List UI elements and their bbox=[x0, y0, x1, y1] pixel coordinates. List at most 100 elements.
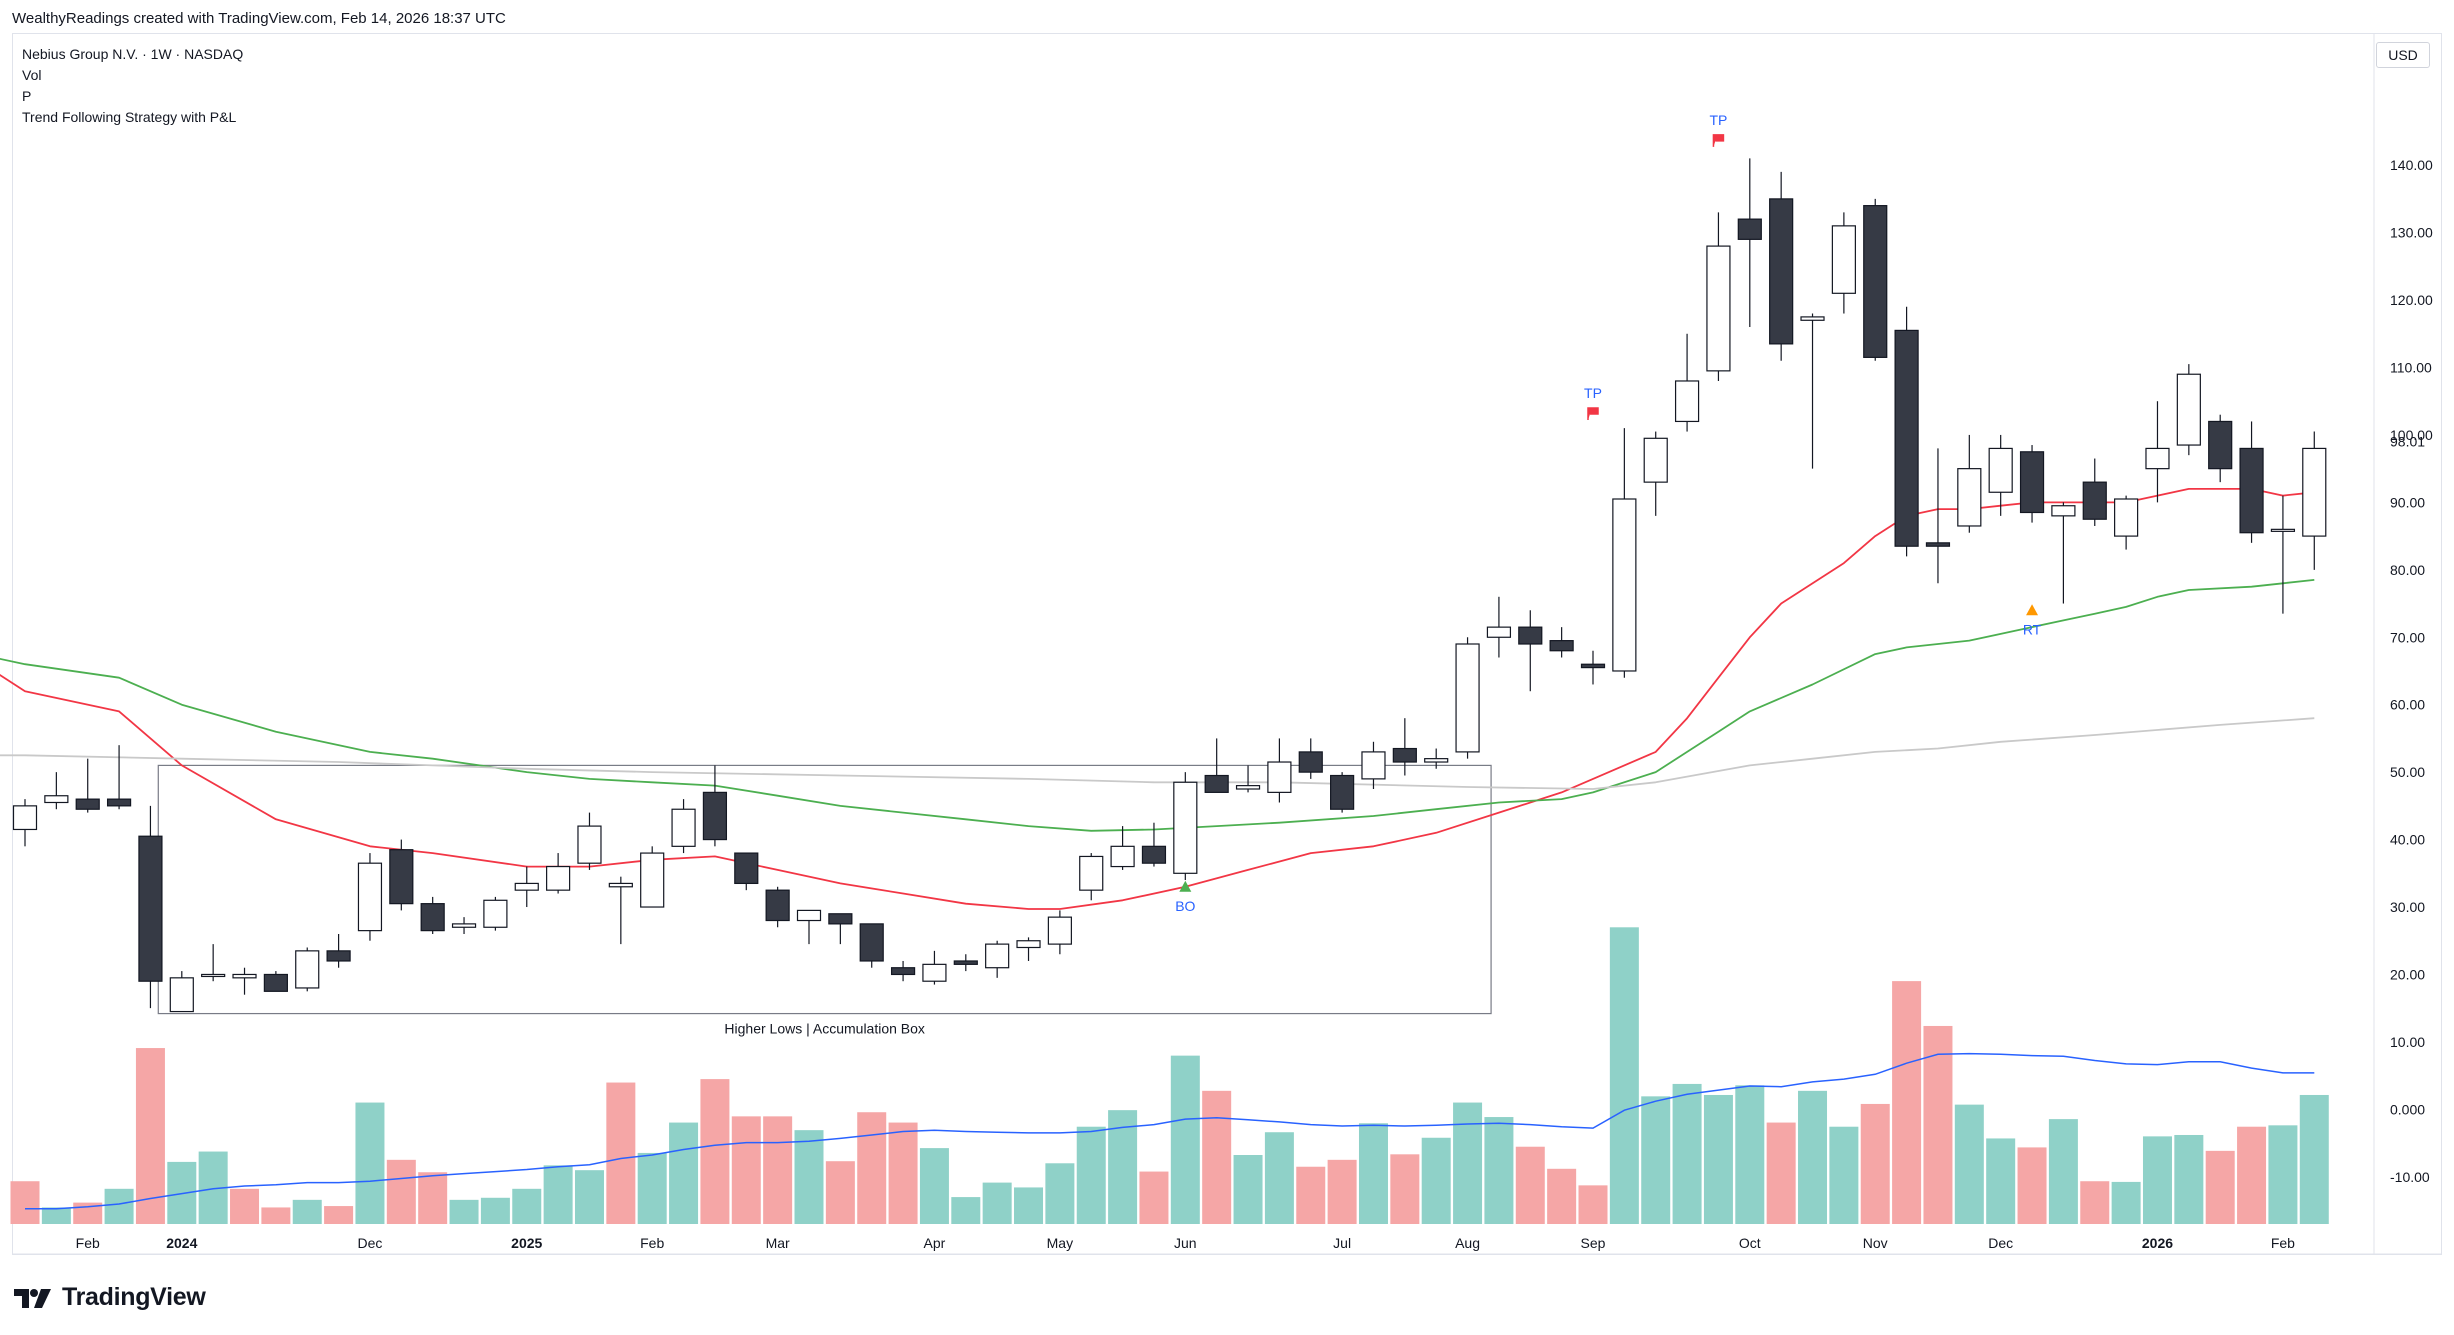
candle-body bbox=[546, 865, 571, 891]
candle-body bbox=[1298, 751, 1323, 773]
tradingview-brand-text: TradingView bbox=[62, 1283, 206, 1311]
volume-bar bbox=[2268, 1125, 2298, 1224]
price-tick-label: 10.00 bbox=[2390, 1034, 2425, 1050]
rt-triangle-icon bbox=[2026, 604, 2039, 616]
candle-body bbox=[1424, 758, 1449, 763]
volume-bar bbox=[2111, 1181, 2141, 1224]
candle-body bbox=[1204, 774, 1229, 793]
volume-bar bbox=[324, 1206, 354, 1224]
volume-bar bbox=[1264, 1132, 1294, 1224]
volume-bar bbox=[1766, 1122, 1796, 1224]
legend-volume[interactable]: Vol bbox=[22, 67, 42, 83]
tp-flag-icon bbox=[1587, 407, 1599, 420]
candle-body bbox=[796, 909, 822, 922]
candle-body bbox=[2239, 447, 2264, 534]
tradingview-logo[interactable]: TradingView bbox=[14, 1283, 206, 1312]
candle-body bbox=[12, 805, 38, 831]
volume-bar bbox=[763, 1116, 793, 1224]
candle-body bbox=[1894, 329, 1919, 547]
volume-bar bbox=[355, 1102, 385, 1224]
price-tick-label: 30.00 bbox=[2390, 899, 2425, 915]
volume-bar bbox=[1515, 1146, 1545, 1224]
volume-bar bbox=[2048, 1119, 2078, 1224]
volume-bar bbox=[230, 1188, 260, 1224]
time-tick-label: Feb bbox=[640, 1235, 664, 1251]
volume-bar bbox=[449, 1199, 479, 1224]
volume-bar bbox=[1892, 981, 1922, 1224]
candle-body bbox=[953, 960, 978, 965]
volume-bar bbox=[825, 1161, 855, 1224]
time-tick-label: Aug bbox=[1455, 1235, 1480, 1251]
candle-body bbox=[2082, 481, 2107, 520]
volume-bar bbox=[982, 1182, 1012, 1224]
volume-bar bbox=[1045, 1163, 1075, 1224]
candle-body bbox=[702, 791, 728, 841]
candle-body bbox=[828, 913, 853, 925]
price-tick-label: 140.00 bbox=[2390, 157, 2433, 173]
candle-body bbox=[1737, 218, 1762, 240]
candle-body bbox=[389, 849, 414, 905]
volume-bar bbox=[543, 1165, 573, 1224]
candle-body bbox=[1486, 626, 1512, 638]
volume-layer bbox=[10, 927, 2329, 1224]
price-tick-label: 110.00 bbox=[2390, 359, 2432, 375]
candle-body bbox=[1141, 845, 1167, 864]
last-price-label: 98.01 bbox=[2390, 433, 2425, 449]
candle-body bbox=[1925, 542, 1951, 547]
price-tick-label: 60.00 bbox=[2390, 697, 2425, 713]
time-tick-label: Dec bbox=[1988, 1235, 2013, 1251]
time-tick-label: Jun bbox=[1174, 1235, 1197, 1251]
candle-body bbox=[451, 923, 477, 928]
time-tick-label: May bbox=[1047, 1235, 1073, 1251]
time-tick-label: Apr bbox=[924, 1235, 946, 1251]
volume-bar bbox=[1327, 1159, 1357, 1224]
candle-body bbox=[1361, 751, 1386, 780]
volume-bar bbox=[1578, 1185, 1608, 1224]
volume-bar bbox=[2080, 1181, 2110, 1224]
candle-body bbox=[232, 973, 257, 979]
ma-gray-line bbox=[0, 717, 2315, 790]
candle-body bbox=[2270, 528, 2296, 532]
candle-body bbox=[859, 923, 884, 962]
legend-p[interactable]: P bbox=[22, 88, 32, 104]
legend-symbol[interactable]: Nebius Group N.V. · 1W · NASDAQ bbox=[22, 46, 244, 62]
tp-signal-label: TP bbox=[1584, 385, 1602, 401]
candle-body bbox=[1518, 626, 1543, 645]
volume-ma-line bbox=[25, 1052, 2315, 1210]
volume-bar bbox=[2142, 1136, 2172, 1224]
candle-body bbox=[1643, 437, 1668, 483]
volume-bar bbox=[1014, 1187, 1044, 1224]
volume-bar bbox=[2205, 1150, 2235, 1224]
candle-body bbox=[2208, 420, 2233, 470]
rt-signal-label: RT bbox=[2023, 621, 2042, 637]
volume-bar bbox=[888, 1122, 918, 1224]
legend-strategy[interactable]: Trend Following Strategy with P&L bbox=[22, 109, 237, 125]
volume-bar bbox=[2299, 1094, 2329, 1224]
candle-body bbox=[201, 973, 226, 978]
volume-bar bbox=[1609, 927, 1639, 1224]
volume-bar bbox=[2017, 1147, 2047, 1224]
candle-body bbox=[138, 835, 163, 982]
price-tick-label: 40.00 bbox=[2390, 832, 2425, 848]
volume-bar bbox=[1202, 1090, 1232, 1224]
volume-bar bbox=[2174, 1134, 2204, 1224]
volume-bar bbox=[794, 1130, 824, 1224]
volume-bar bbox=[1453, 1102, 1483, 1224]
currency-button[interactable]: USD bbox=[2376, 42, 2430, 68]
volume-bar bbox=[700, 1079, 730, 1224]
candle-body bbox=[2114, 498, 2139, 537]
volume-bar bbox=[512, 1188, 542, 1224]
volume-bar bbox=[1672, 1083, 1702, 1224]
candle-body bbox=[2019, 451, 2045, 514]
candle-body bbox=[295, 950, 320, 989]
volume-bar bbox=[10, 1181, 40, 1224]
candle-body bbox=[326, 950, 351, 962]
candle-body bbox=[1674, 380, 1700, 423]
candle-body bbox=[420, 903, 445, 932]
candle-body bbox=[1047, 916, 1072, 945]
chart-legend: Nebius Group N.V. · 1W · NASDAQ Vol P Tr… bbox=[22, 44, 243, 128]
volume-bar bbox=[2237, 1126, 2267, 1224]
candle-body bbox=[1580, 663, 1606, 669]
volume-bar bbox=[1829, 1126, 1859, 1224]
